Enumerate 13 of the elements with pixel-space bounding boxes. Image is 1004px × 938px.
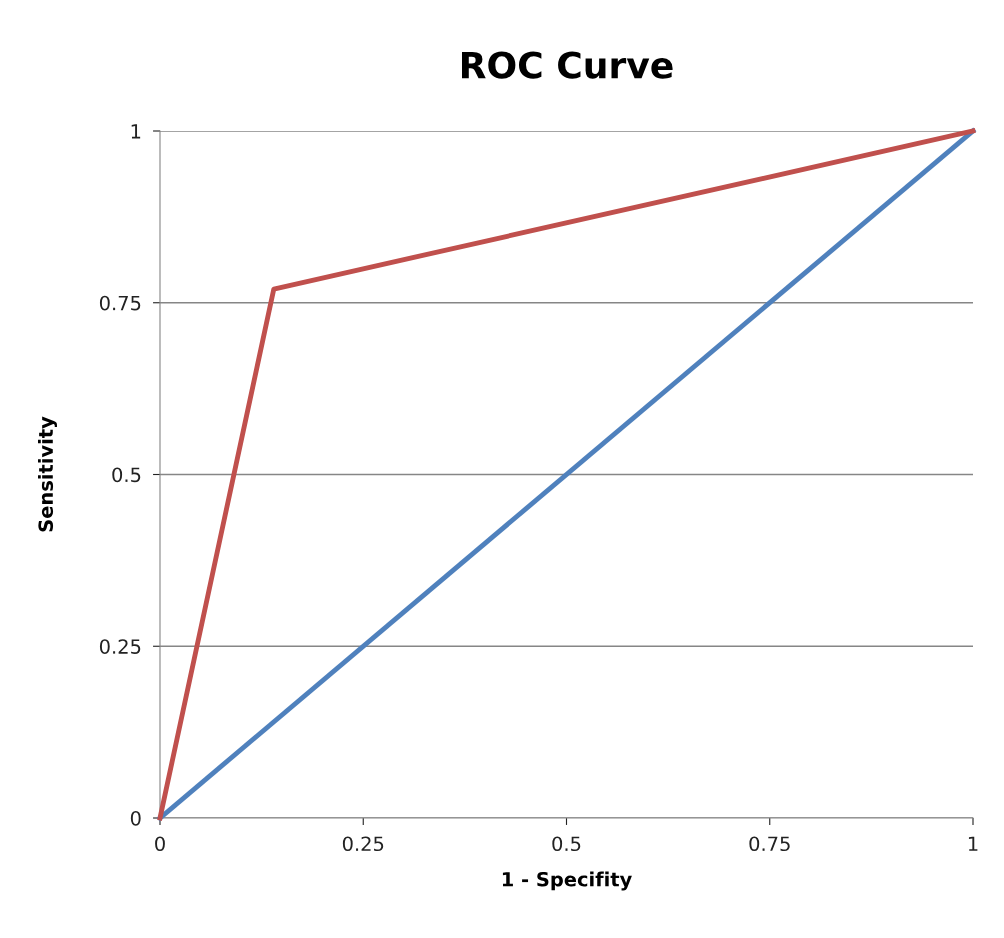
y-tick-label: 0.75 (99, 295, 141, 311)
x-tick-label: 0.5 (552, 836, 581, 852)
y-tick-label: 0 (130, 810, 141, 826)
x-tick-label: 1 (968, 836, 978, 851)
x-axis-title: 1 - Specifity (502, 871, 632, 891)
x-tick-label: 0.75 (749, 836, 790, 852)
y-axis-title: Sensitivity (38, 416, 57, 532)
y-tick-label: 0.5 (112, 467, 141, 483)
chart-title: ROC Curve (462, 51, 673, 79)
x-tick-label: 0.25 (342, 836, 384, 852)
y-tick-label: 1 (131, 124, 141, 139)
y-tick-label: 0.25 (99, 639, 141, 654)
x-tick-label: 0 (155, 836, 165, 852)
